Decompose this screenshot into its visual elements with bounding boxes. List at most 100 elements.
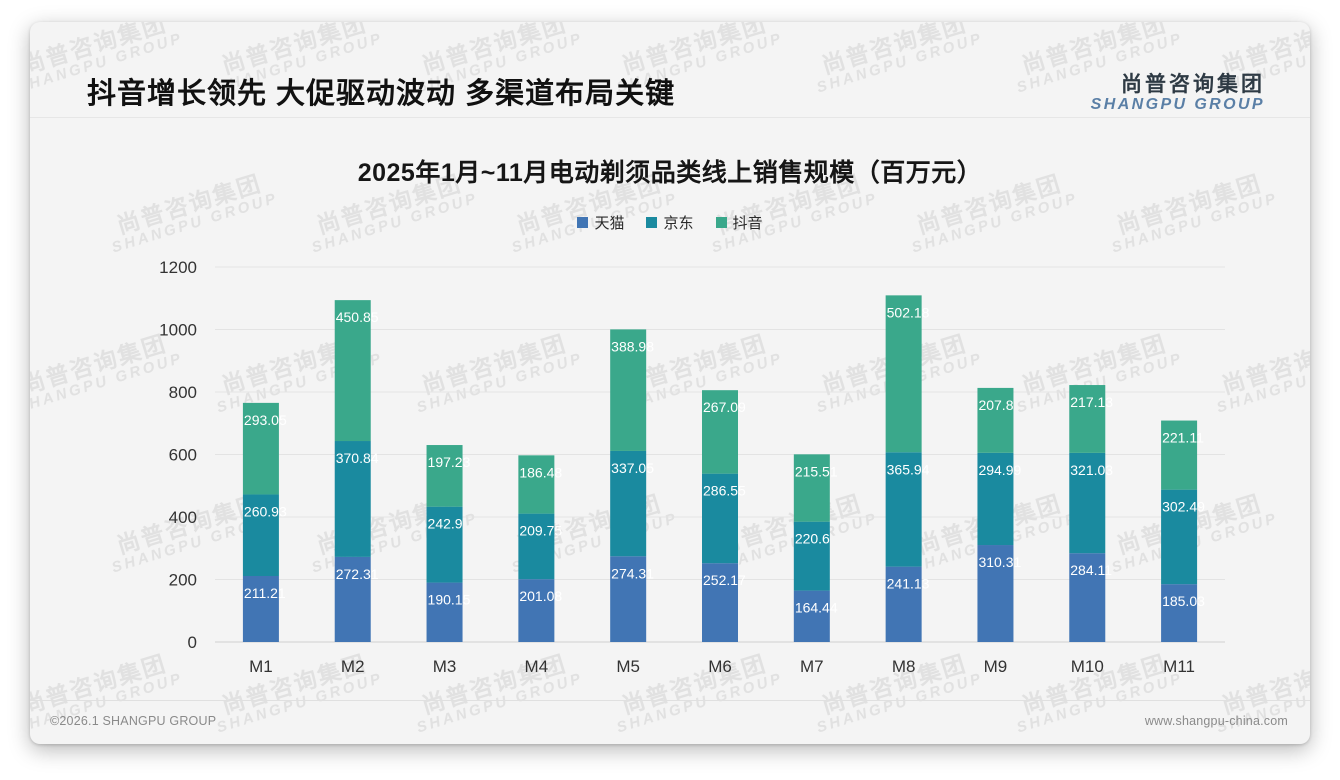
bar-value-label: 370.84 [336, 450, 379, 466]
bar-segment[interactable] [702, 390, 738, 474]
bar-value-label: 284.11 [1070, 562, 1112, 578]
bar-value-label: 221.11 [1162, 430, 1204, 446]
logo-chinese-text: 尚普咨询集团 [1121, 73, 1265, 96]
bar-value-label: 272.31 [336, 566, 379, 582]
bar-value-label: 274.31 [611, 565, 654, 581]
bar-value-label: 190.15 [428, 592, 471, 608]
bar-value-label: 220.6 [795, 531, 830, 547]
footer-copyright: ©2026.1 SHANGPU GROUP [50, 714, 217, 728]
bar-value-label: 294.99 [978, 462, 1021, 478]
legend-item-3[interactable]: 抖音 [715, 212, 763, 233]
bar-segment[interactable] [1161, 584, 1198, 642]
bar-value-label: 215.51 [795, 463, 838, 479]
bar-segment[interactable] [242, 575, 279, 642]
bar-value-label: 337.05 [611, 460, 654, 476]
bar-value-label: 267.09 [703, 399, 746, 415]
y-axis-tick-label: 400 [169, 508, 197, 527]
bar-segment[interactable] [242, 494, 279, 576]
bar-segment[interactable] [1069, 385, 1106, 453]
bar-segment[interactable] [426, 445, 463, 507]
bar-segment[interactable] [977, 545, 1014, 642]
bar-value-label: 252.17 [703, 572, 746, 588]
x-axis-tick-label: M2 [341, 657, 365, 676]
x-axis-tick-label: M1 [249, 657, 273, 676]
bar-segment[interactable] [610, 450, 647, 557]
chart-title: 2025年1月~11月电动剃须品类线上销售规模（百万元） [357, 159, 983, 187]
bar-segment[interactable] [1161, 489, 1198, 585]
bar-segment[interactable] [1069, 452, 1106, 554]
bar-value-label: 201.08 [519, 588, 562, 604]
bar-segment[interactable] [334, 556, 371, 642]
bar-value-label: 209.75 [519, 523, 562, 539]
x-axis-tick-label: M4 [525, 657, 549, 676]
bar-value-label: 241.13 [887, 576, 930, 592]
bar-segment[interactable] [977, 387, 1014, 453]
slide-canvas: 尚普咨询集团 SHANGPU GROUP 尚普咨询集团 SHANGPU GROUP 尚普… [30, 22, 1310, 744]
bar-segment[interactable] [426, 582, 463, 642]
y-axis-tick-label: 200 [169, 571, 197, 590]
x-axis-tick-label: M3 [433, 657, 457, 676]
bar-segment[interactable] [885, 566, 922, 642]
brand-logo: 尚普咨询集团 SHANGPU GROUP [1090, 73, 1265, 114]
bar-segment[interactable] [702, 473, 738, 564]
bar-segment[interactable] [334, 441, 371, 557]
bar-segment[interactable] [793, 521, 830, 591]
x-axis-tick-label: M5 [616, 657, 640, 676]
bar-segment[interactable] [977, 452, 1014, 546]
x-axis-tick-label: M6 [708, 657, 732, 676]
bar-value-label: 365.94 [887, 461, 930, 477]
bar-value-label: 388.98 [611, 338, 654, 354]
chart-legend: 天猫 京东 抖音 [30, 212, 1310, 233]
bar-segment[interactable] [426, 506, 463, 583]
bar-value-label: 185.03 [1162, 593, 1205, 609]
legend-swatch-icon [577, 217, 589, 228]
legend-label: 京东 [663, 215, 694, 232]
bar-segment[interactable] [885, 295, 922, 453]
legend-swatch-icon [646, 217, 658, 228]
legend-item-2[interactable]: 京东 [646, 212, 694, 233]
bar-segment[interactable] [702, 563, 738, 642]
x-axis-tick-label: M7 [800, 657, 824, 676]
bar-value-label: 197.23 [428, 454, 471, 470]
legend-item-1[interactable]: 天猫 [577, 212, 624, 233]
slide-header: 抖音增长领先 大促驱动波动 多渠道布局关键 尚普咨询集团 SHANGPU GRO… [30, 22, 1310, 118]
bar-segment[interactable] [793, 454, 830, 522]
bar-value-label: 321.03 [1070, 462, 1113, 478]
bar-segment[interactable] [610, 329, 647, 451]
stacked-bar-chart: 0 200 400 600 800 1000 1200 211.21 260.93 293.05 M… [159, 258, 1225, 676]
bar-value-label: 164.44 [795, 600, 838, 616]
bar-value-label: 302.49 [1162, 499, 1205, 515]
bar-segment[interactable] [334, 300, 371, 442]
bar-value-label: 450.85 [336, 309, 379, 325]
bar-value-label: 286.55 [703, 483, 746, 499]
bar-segment[interactable] [885, 452, 922, 567]
bar-segment[interactable] [242, 402, 279, 495]
slide-footer: ©2026.1 SHANGPU GROUP www.shangpu-china.… [30, 700, 1310, 744]
bar-value-label: 502.18 [887, 304, 930, 320]
y-axis-tick-label: 1000 [159, 321, 197, 340]
x-axis-tick-label: M10 [1071, 657, 1104, 676]
chart-plot-area: 0 200 400 600 800 1000 1200 211.21 260.93 293.05 M… [30, 237, 1310, 697]
bar-segment[interactable] [610, 556, 647, 642]
bar-value-label: 260.93 [244, 503, 287, 519]
bar-value-label: 186.48 [519, 464, 562, 480]
y-axis-tick-label: 1200 [159, 258, 197, 277]
bar-segment[interactable] [518, 455, 555, 514]
bar-segment[interactable] [793, 590, 830, 642]
bar-value-label: 217.13 [1070, 394, 1113, 410]
bar-segment[interactable] [518, 579, 555, 642]
bar-value-label: 211.21 [244, 585, 286, 601]
y-axis-tick-label: 0 [188, 633, 197, 652]
bar-segment[interactable] [1161, 420, 1198, 490]
x-axis-tick-label: M9 [984, 657, 1008, 676]
logo-english-text: SHANGPU GROUP [1090, 96, 1265, 114]
page-title: 抖音增长领先 大促驱动波动 多渠道布局关键 [87, 78, 676, 110]
legend-swatch-icon [715, 217, 727, 228]
bar-value-label: 293.05 [244, 412, 287, 428]
bar-value-label: 242.9 [428, 516, 463, 532]
x-axis-tick-label: M11 [1163, 657, 1195, 676]
x-axis-tick-label: M8 [892, 657, 916, 676]
bar-value-label: 310.31 [978, 554, 1021, 570]
bar-segment[interactable] [1069, 553, 1106, 642]
bar-segment[interactable] [518, 513, 555, 580]
